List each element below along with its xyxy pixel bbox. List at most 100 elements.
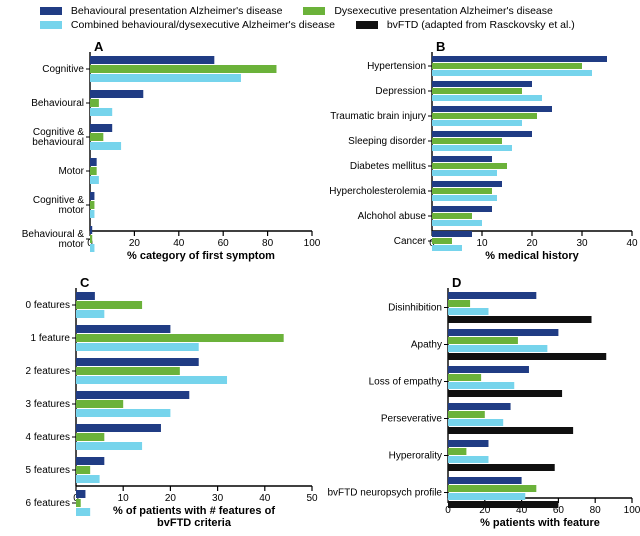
x-axis-label: bvFTD criteria — [157, 517, 232, 529]
x-tick-label: 100 — [624, 505, 640, 516]
bar-dysexecutive — [90, 133, 103, 141]
legend-row-2: Combined behavioural/dysexecutive Alzhei… — [40, 18, 593, 32]
category-label: Depression — [375, 86, 426, 97]
bar-dysexecutive — [432, 213, 472, 219]
bar-combined — [448, 382, 514, 389]
bar-combined — [432, 70, 592, 76]
panel-c: C01020304050% of patients with # feature… — [0, 276, 320, 532]
bar-behavioural — [448, 366, 529, 373]
category-label: 3 features — [26, 399, 70, 410]
bar-behavioural — [432, 81, 532, 87]
panel-d: D020406080100% patients with featureDisi… — [320, 276, 640, 532]
bar-dysexecutive — [448, 448, 466, 455]
category-label: Traumatic brain injury — [330, 111, 426, 122]
legend-label-behavioural: Behavioural presentation Alzheimer's dis… — [71, 4, 283, 18]
legend-item-behavioural: Behavioural presentation Alzheimer's dis… — [40, 4, 282, 18]
legend-row-1: Behavioural presentation Alzheimer's dis… — [40, 4, 593, 18]
bar-dysexecutive — [90, 99, 99, 107]
bar-combined — [432, 245, 462, 251]
x-tick-label: 80 — [590, 505, 602, 516]
bar-behavioural — [76, 292, 95, 300]
category-label: Diabetes mellitus — [350, 161, 426, 172]
category-label: 4 features — [26, 432, 70, 443]
x-axis-label: % category of first symptom — [127, 250, 275, 262]
x-tick-label: 10 — [476, 238, 488, 249]
bar-combined — [448, 345, 547, 352]
bar-combined — [432, 145, 512, 151]
category-label: 0 features — [26, 300, 70, 311]
figure-root: { "dimensions": {"width":640,"height":53… — [0, 0, 640, 536]
bar-combined — [90, 108, 112, 116]
bar-dysexecutive — [90, 65, 276, 73]
bar-dysexecutive — [76, 301, 142, 309]
bar-dysexecutive — [76, 499, 81, 507]
x-tick-label: 10 — [118, 493, 130, 504]
bar-behavioural — [432, 206, 492, 212]
legend: Behavioural presentation Alzheimer's dis… — [40, 4, 593, 32]
bar-dysexecutive — [432, 163, 507, 169]
bar-behavioural — [432, 56, 607, 62]
bar-behavioural — [90, 158, 97, 166]
bar-dysexecutive — [448, 485, 536, 492]
bar-dysexecutive — [90, 235, 92, 243]
category-label: 5 features — [26, 465, 70, 476]
bar-behavioural — [448, 440, 488, 447]
bar-dysexecutive — [432, 63, 582, 69]
x-tick-label: 20 — [165, 493, 177, 504]
category-label: Disinhibition — [388, 303, 442, 314]
bar-combined — [76, 343, 199, 351]
bar-combined — [90, 142, 121, 150]
bar-behavioural — [76, 391, 189, 399]
bar-behavioural — [76, 457, 104, 465]
bar-combined — [432, 170, 497, 176]
bar-dysexecutive — [76, 433, 104, 441]
legend-label-dysexecutive: Dysexecutive presentation Alzheimer's di… — [334, 4, 553, 18]
bar-behavioural — [76, 490, 85, 498]
bar-behavioural — [90, 192, 94, 200]
x-tick-label: 40 — [626, 238, 638, 249]
bar-combined — [448, 308, 488, 315]
bar-behavioural — [90, 124, 112, 132]
category-label: Hypercholesterolemia — [329, 186, 426, 197]
bar-bvftd — [448, 464, 555, 471]
bar-combined — [432, 220, 482, 226]
bar-combined — [448, 419, 503, 426]
panel-title: B — [436, 40, 445, 54]
category-label: Hyperorality — [389, 451, 442, 462]
bar-dysexecutive — [448, 411, 485, 418]
category-label: Perseverative — [381, 414, 443, 425]
category-label: Cognitive — [42, 64, 84, 75]
x-tick-label: 30 — [576, 238, 588, 249]
panel-c-svg: C01020304050% of patients with # feature… — [0, 276, 320, 532]
legend-swatch-behavioural — [40, 7, 62, 15]
x-axis-label: % patients with feature — [480, 517, 600, 529]
bar-dysexecutive — [432, 113, 537, 119]
bar-behavioural — [432, 131, 532, 137]
category-label: 6 features — [26, 498, 70, 509]
bar-bvftd — [448, 316, 592, 323]
bar-combined — [90, 74, 241, 82]
legend-item-dysexecutive: Dysexecutive presentation Alzheimer's di… — [303, 4, 552, 18]
bar-combined — [76, 376, 227, 384]
bar-combined — [448, 493, 525, 500]
bar-dysexecutive — [448, 337, 518, 344]
bar-dysexecutive — [90, 201, 94, 209]
bar-bvftd — [448, 501, 558, 508]
bar-dysexecutive — [432, 88, 522, 94]
bar-behavioural — [448, 329, 558, 336]
category-label: Behavioural — [31, 98, 84, 109]
category-label: Alchohol abuse — [358, 211, 427, 222]
x-tick-label: 40 — [173, 238, 185, 249]
category-label: behavioural — [32, 137, 84, 148]
x-tick-label: 80 — [262, 238, 274, 249]
panel-a: A020406080100% category of first symptom… — [0, 40, 320, 265]
x-axis-label: % of patients with # features of — [113, 505, 275, 517]
panel-d-svg: D020406080100% patients with featureDisi… — [320, 276, 640, 532]
bar-dysexecutive — [432, 138, 502, 144]
bar-dysexecutive — [76, 367, 180, 375]
bar-combined — [76, 310, 104, 318]
legend-swatch-combined — [40, 21, 62, 29]
panel-b: B010203040% medical historyHypertensionD… — [320, 40, 640, 265]
bar-combined — [90, 176, 99, 184]
legend-swatch-bvftd — [356, 21, 378, 29]
